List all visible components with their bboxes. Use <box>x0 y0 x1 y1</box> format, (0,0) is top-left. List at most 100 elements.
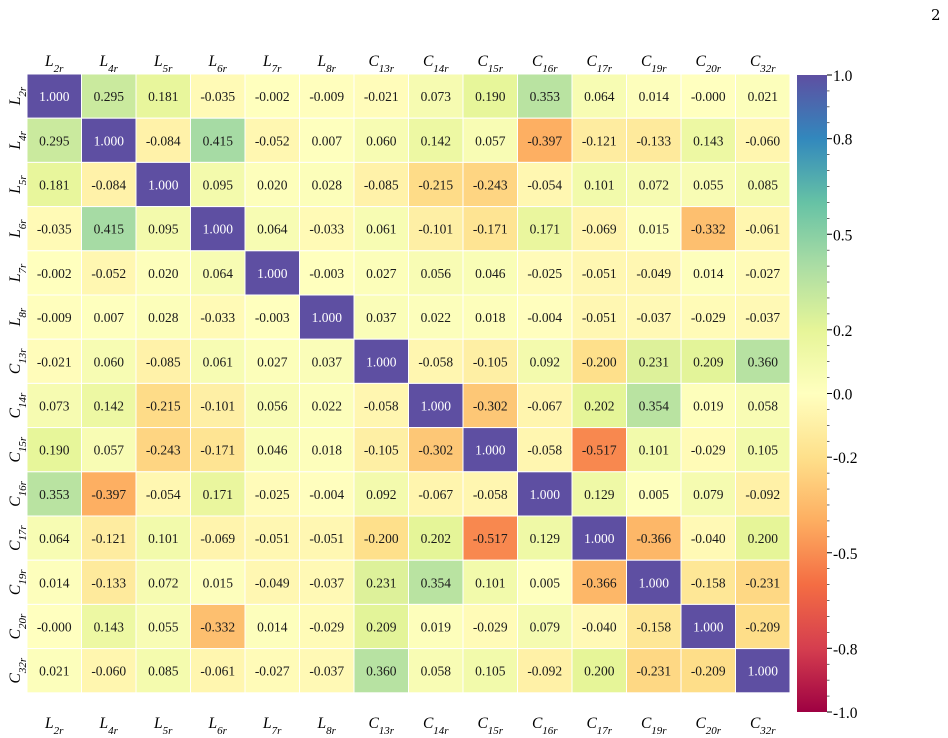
cell-value-r5-c12: -0.029 <box>691 310 726 325</box>
cell-value-r7-c7: 1.000 <box>421 399 452 414</box>
cell-value-r12-c7: 0.019 <box>421 620 452 635</box>
cell-value-r4-c9: -0.025 <box>527 266 562 281</box>
cell-value-r1-c8: 0.057 <box>475 133 506 148</box>
cell-value-r3-c4: 0.064 <box>257 222 288 237</box>
cell-value-r2-c5: 0.028 <box>312 178 343 193</box>
cell-value-r3-c10: -0.069 <box>582 222 617 237</box>
cell-value-r6-c13: 0.360 <box>748 354 779 369</box>
cell-value-r6-c12: 0.209 <box>693 354 724 369</box>
cell-value-r5-c1: 0.007 <box>94 310 125 325</box>
heatmap-cell-r1-c2 <box>135 117 191 163</box>
heatmap-cell-r5-c6 <box>353 294 409 340</box>
heatmap-cell-r2-c5 <box>299 161 355 208</box>
x-top-label-C20r: C20r <box>695 53 721 75</box>
cell-value-r3-c12: -0.332 <box>691 222 726 237</box>
heatmap-cell-r10-c1 <box>81 515 137 561</box>
cell-value-r3-c6: 0.061 <box>366 222 396 237</box>
heatmap-cell-r6-c13 <box>735 338 791 384</box>
cell-value-r3-c7: -0.101 <box>418 222 453 237</box>
cell-value-r9-c10: 0.129 <box>584 487 615 502</box>
cell-value-r2-c12: 0.055 <box>693 178 724 193</box>
cell-value-r9-c6: 0.092 <box>366 487 396 502</box>
page-number: 2 <box>931 6 941 24</box>
heatmap-cell-r10-c6 <box>353 515 409 561</box>
cell-value-r0-c2: 0.181 <box>148 89 178 104</box>
cell-value-r8-c11: 0.101 <box>639 443 669 458</box>
cell-value-r5-c2: 0.028 <box>148 310 179 325</box>
cell-value-r9-c0: 0.353 <box>39 487 70 502</box>
cell-value-r6-c4: 0.027 <box>257 354 288 369</box>
cell-value-r1-c13: -0.060 <box>745 133 780 148</box>
cell-value-r10-c12: -0.040 <box>691 531 726 546</box>
heatmap-cell-r7-c12 <box>680 382 736 429</box>
cell-value-r1-c5: 0.007 <box>312 133 343 148</box>
heatmap-cell-r12-c7 <box>408 603 464 650</box>
heatmap-cell-r12-c12 <box>680 603 736 650</box>
cell-value-r2-c13: 0.085 <box>748 178 779 193</box>
heatmap-cell-r10-c9 <box>517 515 573 561</box>
cell-value-r6-c11: 0.231 <box>639 354 669 369</box>
cell-value-r12-c12: 1.000 <box>693 620 724 635</box>
heatmap-cell-r12-c3 <box>190 603 246 650</box>
heatmap-cell-r1-c5 <box>299 117 355 163</box>
x-bottom-label-C13r: C13r <box>368 715 394 737</box>
heatmap-cell-r4-c13 <box>735 250 791 296</box>
cell-value-r0-c0: 1.000 <box>39 89 70 104</box>
heatmap-cell-r1-c12 <box>680 117 736 163</box>
cell-value-r0-c11: 0.014 <box>639 89 670 104</box>
heatmap-cell-r9-c10 <box>571 471 627 517</box>
cell-value-r1-c10: -0.121 <box>582 133 617 148</box>
cell-value-r10-c8: -0.517 <box>473 531 508 546</box>
heatmap-cell-r13-c13 <box>735 648 791 694</box>
cell-value-r7-c8: -0.302 <box>473 399 508 414</box>
cell-value-r0-c4: -0.002 <box>255 89 290 104</box>
cell-value-r2-c8: -0.243 <box>473 178 508 193</box>
heatmap-cell-r10-c7 <box>408 515 464 561</box>
x-top-label-L2r: L2r <box>44 53 64 75</box>
cell-value-r6-c3: 0.061 <box>203 354 233 369</box>
cell-value-r1-c4: -0.052 <box>255 133 290 148</box>
x-bottom-label-L4r: L4r <box>99 715 119 737</box>
x-bottom-label-C15r: C15r <box>477 715 503 737</box>
cell-value-r8-c10: -0.517 <box>582 443 617 458</box>
cell-value-r13-c7: 0.058 <box>421 664 452 679</box>
cell-value-r7-c5: 0.022 <box>312 399 342 414</box>
cell-value-r0-c10: 0.064 <box>584 89 615 104</box>
cell-value-r11-c5: -0.037 <box>309 575 344 590</box>
heatmap-cell-r3-c6 <box>353 206 409 252</box>
cell-value-r12-c2: 0.055 <box>148 620 179 635</box>
cell-value-r9-c1: -0.397 <box>91 487 126 502</box>
heatmap-cell-r6-c10 <box>571 338 627 384</box>
heatmap-cell-r12-c13 <box>735 603 791 650</box>
cell-value-r12-c5: -0.029 <box>309 620 344 635</box>
heatmap-cell-r11-c7 <box>408 559 464 605</box>
heatmap-cell-r6-c12 <box>680 338 736 384</box>
heatmap-cell-r0-c12 <box>680 73 736 119</box>
cell-value-r13-c0: 0.021 <box>39 664 69 679</box>
heatmap-cell-r12-c9 <box>517 603 573 650</box>
heatmap-cell-r10-c4 <box>244 515 300 561</box>
cell-value-r6-c9: 0.092 <box>530 354 560 369</box>
x-top-label-C17r: C17r <box>586 53 612 75</box>
cell-value-r10-c11: -0.366 <box>636 531 671 546</box>
cell-value-r6-c8: -0.105 <box>473 354 508 369</box>
cell-value-r13-c4: -0.027 <box>255 664 290 679</box>
heatmap-cell-r11-c10 <box>571 559 627 605</box>
cell-value-r7-c9: -0.067 <box>527 399 562 414</box>
cell-value-r10-c0: 0.064 <box>39 531 70 546</box>
heatmap-cell-r13-c12 <box>680 648 736 694</box>
heatmap-cell-r13-c5 <box>299 648 355 694</box>
heatmap-cell-r9-c13 <box>735 471 791 517</box>
cell-value-r3-c13: -0.061 <box>745 222 780 237</box>
cell-value-r9-c7: -0.067 <box>418 487 453 502</box>
y-label-C19r: C19r <box>7 569 29 595</box>
heatmap-cell-r4-c9 <box>517 250 573 296</box>
cell-value-r8-c13: 0.105 <box>748 443 779 458</box>
colorbar-tick-label-0.0: 0.0 <box>833 387 853 404</box>
y-label-L2r: L2r <box>7 86 29 106</box>
cell-value-r11-c0: 0.014 <box>39 575 70 590</box>
cell-value-r3-c1: 0.415 <box>94 222 125 237</box>
y-label-C20r: C20r <box>7 613 29 639</box>
heatmap-cell-r12-c4 <box>244 603 300 650</box>
heatmap-cell-r4-c8 <box>462 250 518 296</box>
